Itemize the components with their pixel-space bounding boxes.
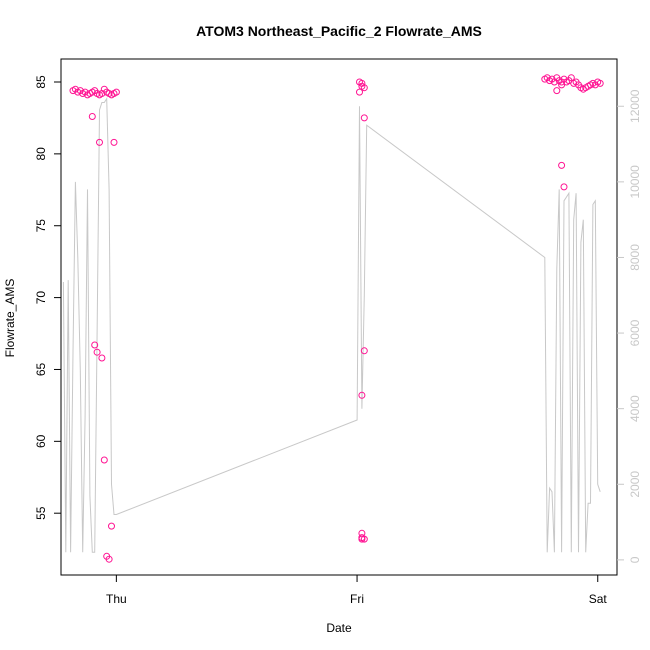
- data-point: [108, 522, 115, 530]
- data-point: [105, 555, 113, 563]
- y2-tick-label: 10000: [628, 165, 642, 199]
- data-point: [112, 88, 120, 96]
- data-point: [553, 87, 561, 95]
- data-point: [88, 113, 96, 120]
- y2-tick-label: 4000: [628, 395, 642, 422]
- y-tick-label: 65: [34, 362, 48, 376]
- data-point: [93, 348, 101, 356]
- data-point: [360, 535, 368, 543]
- plot-frame: [60, 58, 618, 576]
- y2-tick-label: 0: [628, 556, 642, 563]
- data-point: [358, 535, 366, 543]
- y2-tick-label: 2000: [628, 471, 642, 498]
- y2-tick-label: 6000: [628, 319, 642, 346]
- y-axis-left: 55 60 65 70 75 80 85: [34, 75, 61, 520]
- y-tick-label: 70: [34, 291, 48, 305]
- point-layer: [69, 74, 604, 563]
- x-tick-label: Fri: [350, 592, 364, 606]
- data-point: [96, 138, 103, 146]
- data-point: [560, 183, 568, 191]
- series-line: [62, 97, 601, 553]
- data-point: [558, 161, 566, 169]
- chart-title: ATOM3 Northeast_Pacific_2 Flowrate_AMS: [196, 23, 482, 39]
- data-point: [356, 88, 363, 96]
- y-axis-right: 0 2000 4000 6000 8000 10000 12000: [617, 89, 642, 563]
- y-axis-label: Flowrate_AMS: [3, 279, 17, 358]
- x-tick-label: Thu: [106, 592, 127, 606]
- y2-tick-label: 8000: [628, 244, 642, 271]
- y-tick-label: 55: [34, 506, 48, 520]
- data-point: [110, 138, 118, 146]
- y-tick-label: 60: [34, 434, 48, 448]
- data-point: [360, 114, 368, 122]
- y-tick-label: 75: [34, 219, 48, 233]
- line-layer: [62, 97, 601, 553]
- data-point: [360, 347, 368, 355]
- y2-tick-label: 12000: [628, 89, 642, 123]
- data-point: [358, 391, 366, 399]
- data-point: [91, 341, 99, 349]
- data-point: [567, 74, 575, 82]
- y-tick-label: 80: [34, 147, 48, 161]
- x-axis-label: Date: [326, 621, 352, 635]
- x-tick-label: Sat: [589, 592, 608, 606]
- data-point: [98, 354, 106, 362]
- x-axis: Thu Fri Sat: [106, 575, 607, 606]
- data-point: [360, 84, 368, 92]
- data-point: [558, 78, 566, 86]
- y-tick-label: 85: [34, 75, 48, 89]
- data-point: [596, 79, 604, 87]
- data-point: [100, 456, 108, 464]
